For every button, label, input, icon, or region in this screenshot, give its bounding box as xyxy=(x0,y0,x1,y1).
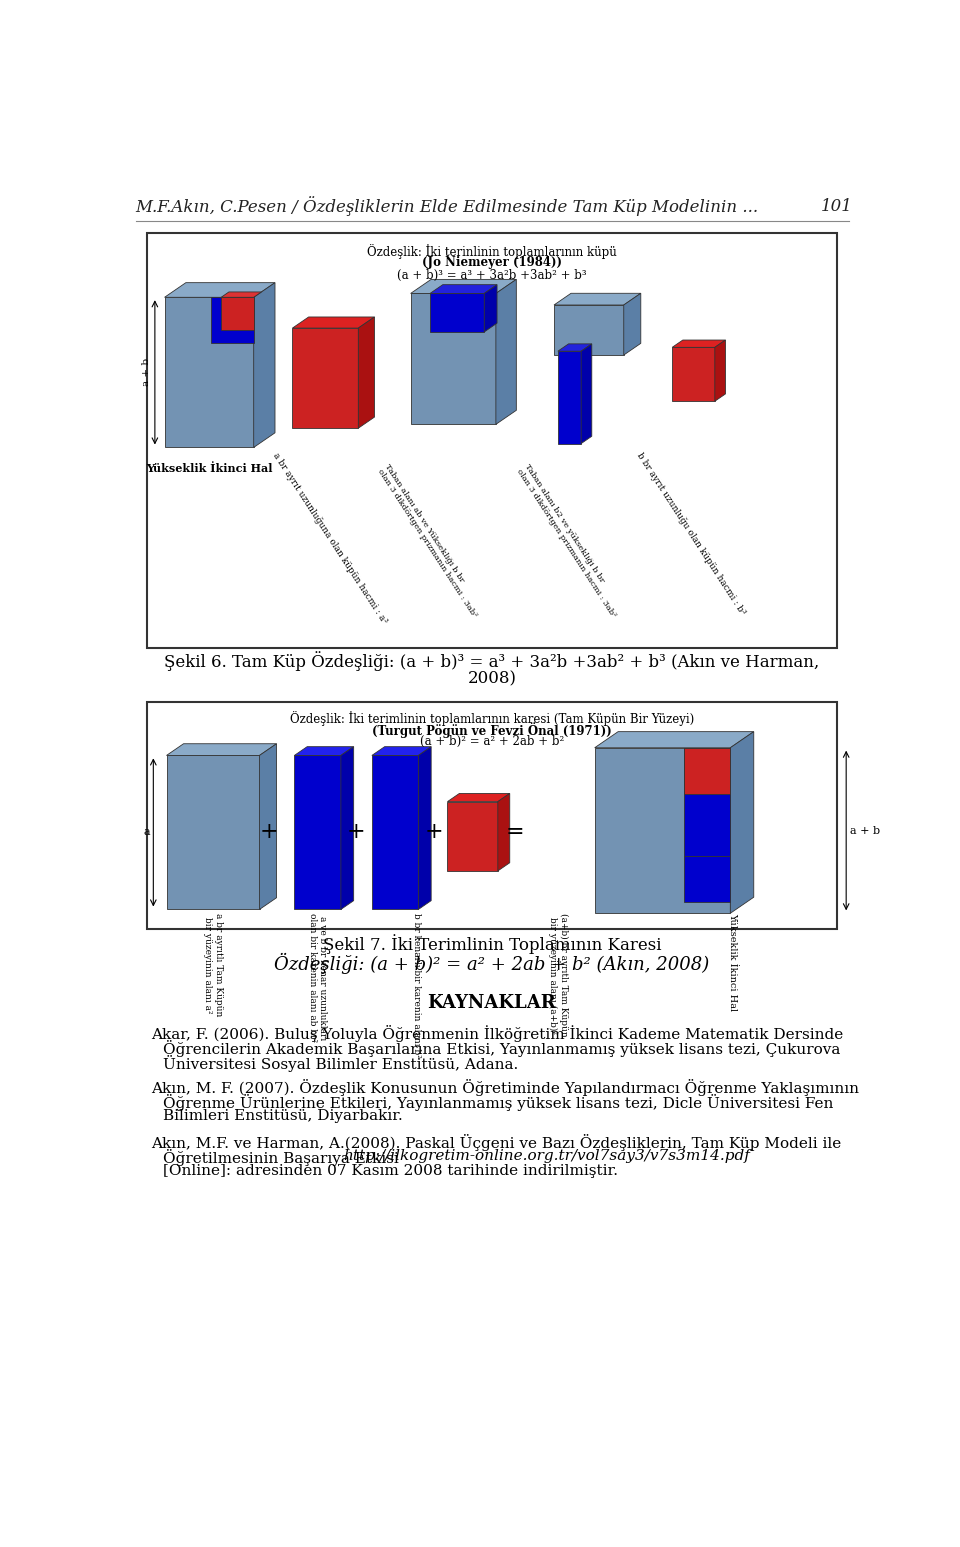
Text: a + b: a + b xyxy=(850,826,880,835)
Text: Bilimleri Enstitüsü, Diyarbakır.: Bilimleri Enstitüsü, Diyarbakır. xyxy=(162,1109,402,1123)
Text: Yükseklik İkinci Hal: Yükseklik İkinci Hal xyxy=(728,913,736,1012)
Polygon shape xyxy=(164,297,253,447)
Text: Özdeşlik: İki terimlinin toplamlarının karesi (Tam Küpün Bir Yüzeyi): Özdeşlik: İki terimlinin toplamlarının k… xyxy=(290,712,694,726)
Text: Öğretilmesinin Başarıya Etkisi: Öğretilmesinin Başarıya Etkisi xyxy=(162,1148,408,1165)
Polygon shape xyxy=(419,747,431,910)
Text: Şekil 7. İki Terimlinin Toplamının Karesi: Şekil 7. İki Terimlinin Toplamının Kares… xyxy=(323,934,661,954)
Polygon shape xyxy=(430,294,484,333)
Text: +: + xyxy=(348,821,366,843)
Polygon shape xyxy=(211,297,253,343)
Text: [Online]: adresinden 07 Kasım 2008 tarihinde indirilmiştir.: [Online]: adresinden 07 Kasım 2008 tarih… xyxy=(162,1163,617,1177)
Bar xyxy=(147,234,837,648)
Text: Özdeşliği: (a + b)² = a² + 2ab + b² (Akın, 2008): Özdeşliği: (a + b)² = a² + 2ab + b² (Akı… xyxy=(275,953,709,975)
Polygon shape xyxy=(731,732,754,913)
Text: =: = xyxy=(506,821,524,843)
Text: Yükseklik İkinci Hal: Yükseklik İkinci Hal xyxy=(146,464,273,475)
Polygon shape xyxy=(496,280,516,424)
Polygon shape xyxy=(295,747,353,755)
Text: Akar, F. (2006). Buluş Yoluyla Öğrenmenin İlköğretim İkinci Kademe Matematik Der: Akar, F. (2006). Buluş Yoluyla Öğrenmeni… xyxy=(151,1026,843,1043)
Text: b br kenarlı bir karenin alanı b²: b br kenarlı bir karenin alanı b² xyxy=(412,913,420,1058)
Polygon shape xyxy=(221,297,253,330)
Polygon shape xyxy=(411,294,496,424)
Text: 101: 101 xyxy=(821,198,852,215)
Text: Özdeşlik: İki terinlinin toplamlarının küpü: Özdeşlik: İki terinlinin toplamlarının k… xyxy=(367,243,617,258)
Text: (Turgut Pögün ve Fevzi Önal (1971)): (Turgut Pögün ve Fevzi Önal (1971)) xyxy=(372,722,612,738)
Polygon shape xyxy=(672,340,726,348)
Polygon shape xyxy=(430,285,497,294)
Polygon shape xyxy=(554,305,624,356)
Polygon shape xyxy=(372,755,419,910)
Polygon shape xyxy=(166,744,276,755)
Polygon shape xyxy=(447,801,498,871)
Polygon shape xyxy=(624,294,641,356)
Text: a ve b br kenar uzunlukları
olan bir karenin alanı ab br²: a ve b br kenar uzunlukları olan bir kar… xyxy=(308,913,327,1043)
Text: (Jo Niemeyer (1984)): (Jo Niemeyer (1984)) xyxy=(422,257,562,269)
Polygon shape xyxy=(293,328,358,429)
Polygon shape xyxy=(295,755,341,910)
Polygon shape xyxy=(484,285,497,333)
Polygon shape xyxy=(684,747,731,855)
Text: KAYNAKLAR: KAYNAKLAR xyxy=(427,995,557,1012)
Text: a + b: a + b xyxy=(142,359,151,387)
Polygon shape xyxy=(253,283,275,447)
Text: http://ilkogretim-online.org.tr/vol7say3/v7s3m14.pdf: http://ilkogretim-online.org.tr/vol7say3… xyxy=(344,1148,750,1162)
Bar xyxy=(147,701,837,928)
Text: Taban alanı ab ve Yüksekliği b br
olan 3 dikdörtgen prizmanın hacmi : 3ab²: Taban alanı ab ve Yüksekliği b br olan 3… xyxy=(375,463,486,619)
Text: +: + xyxy=(259,821,278,843)
Text: Öğrenme Ürünlerine Etkileri, Yayınlanmamış yüksek lisans tezi, Dicle Üniversites: Öğrenme Ürünlerine Etkileri, Yayınlanmam… xyxy=(162,1094,833,1111)
Polygon shape xyxy=(447,794,510,801)
Polygon shape xyxy=(341,747,353,910)
Polygon shape xyxy=(684,747,731,794)
Polygon shape xyxy=(221,292,261,297)
Polygon shape xyxy=(372,747,431,755)
Text: +: + xyxy=(424,821,444,843)
Polygon shape xyxy=(672,348,715,401)
Text: Üniversitesi Sosyal Bilimler Enstitüsü, Adana.: Üniversitesi Sosyal Bilimler Enstitüsü, … xyxy=(162,1055,517,1072)
Text: Şekil 6. Tam Küp Özdeşliği: (a + b)³ = a³ + 3a²b +3ab² + b³ (Akın ve Harman,: Şekil 6. Tam Küp Özdeşliği: (a + b)³ = a… xyxy=(164,651,820,671)
Polygon shape xyxy=(715,340,726,401)
Text: Akın, M.F. ve Harman, A.(2008). Paskal Üçgeni ve Bazı Özdeşliklerin, Tam Küp Mod: Akın, M.F. ve Harman, A.(2008). Paskal Ü… xyxy=(151,1134,841,1151)
Text: (a + b)² = a² + 2ab + b²: (a + b)² = a² + 2ab + b² xyxy=(420,735,564,749)
Text: b br ayrıt uzunluğu olan küpün hacmi : b³: b br ayrıt uzunluğu olan küpün hacmi : b… xyxy=(636,452,748,617)
Polygon shape xyxy=(684,855,731,902)
Text: (a+b) br ayrıtlı Tam Küpün
bir yüzeyinin alanı (a+b)²: (a+b) br ayrıtlı Tam Küpün bir yüzeyinin… xyxy=(548,913,567,1036)
Text: Öğrencilerin Akademik Başarılarına Etkisi, Yayınlanmamış yüksek lisans tezi, Çuk: Öğrencilerin Akademik Başarılarına Etkis… xyxy=(162,1040,840,1057)
Text: (a + b)³ = a³ + 3a²b +3ab² + b³: (a + b)³ = a³ + 3a²b +3ab² + b³ xyxy=(397,269,587,282)
Text: Akın, M. F. (2007). Özdeşlik Konusunun Öğretiminde Yapılandırmacı Öğrenme Yaklaş: Akın, M. F. (2007). Özdeşlik Konusunun Ö… xyxy=(151,1080,859,1097)
Polygon shape xyxy=(498,794,510,871)
Text: Taban alanı b2 ve yüksekliği b br
olan 3 dikdörtgen prizmanın hacmi : 3ab²: Taban alanı b2 ve yüksekliği b br olan 3… xyxy=(516,463,625,619)
Text: a br ayrıtlı Tam Küpün
bir yüzeyinin alanı a²: a br ayrıtlı Tam Küpün bir yüzeyinin ala… xyxy=(204,913,223,1016)
Polygon shape xyxy=(164,283,275,297)
Text: 2008): 2008) xyxy=(468,671,516,688)
Polygon shape xyxy=(166,755,259,910)
Polygon shape xyxy=(259,744,276,910)
Polygon shape xyxy=(594,747,731,913)
Text: a br ayrıt uzunluğuna olan küpün hacmi : a³: a br ayrıt uzunluğuna olan küpün hacmi :… xyxy=(271,452,389,627)
Text: a: a xyxy=(144,828,150,837)
Polygon shape xyxy=(594,732,754,747)
Polygon shape xyxy=(358,317,374,429)
Polygon shape xyxy=(581,343,591,444)
Polygon shape xyxy=(558,351,581,444)
Polygon shape xyxy=(293,317,374,328)
Text: M.F.Akın, C.Pesen / Özdeşliklerin Elde Edilmesinde Tam Küp Modelinin ...: M.F.Akın, C.Pesen / Özdeşliklerin Elde E… xyxy=(135,196,758,217)
Polygon shape xyxy=(411,280,516,294)
Polygon shape xyxy=(558,343,591,351)
Polygon shape xyxy=(554,294,641,305)
